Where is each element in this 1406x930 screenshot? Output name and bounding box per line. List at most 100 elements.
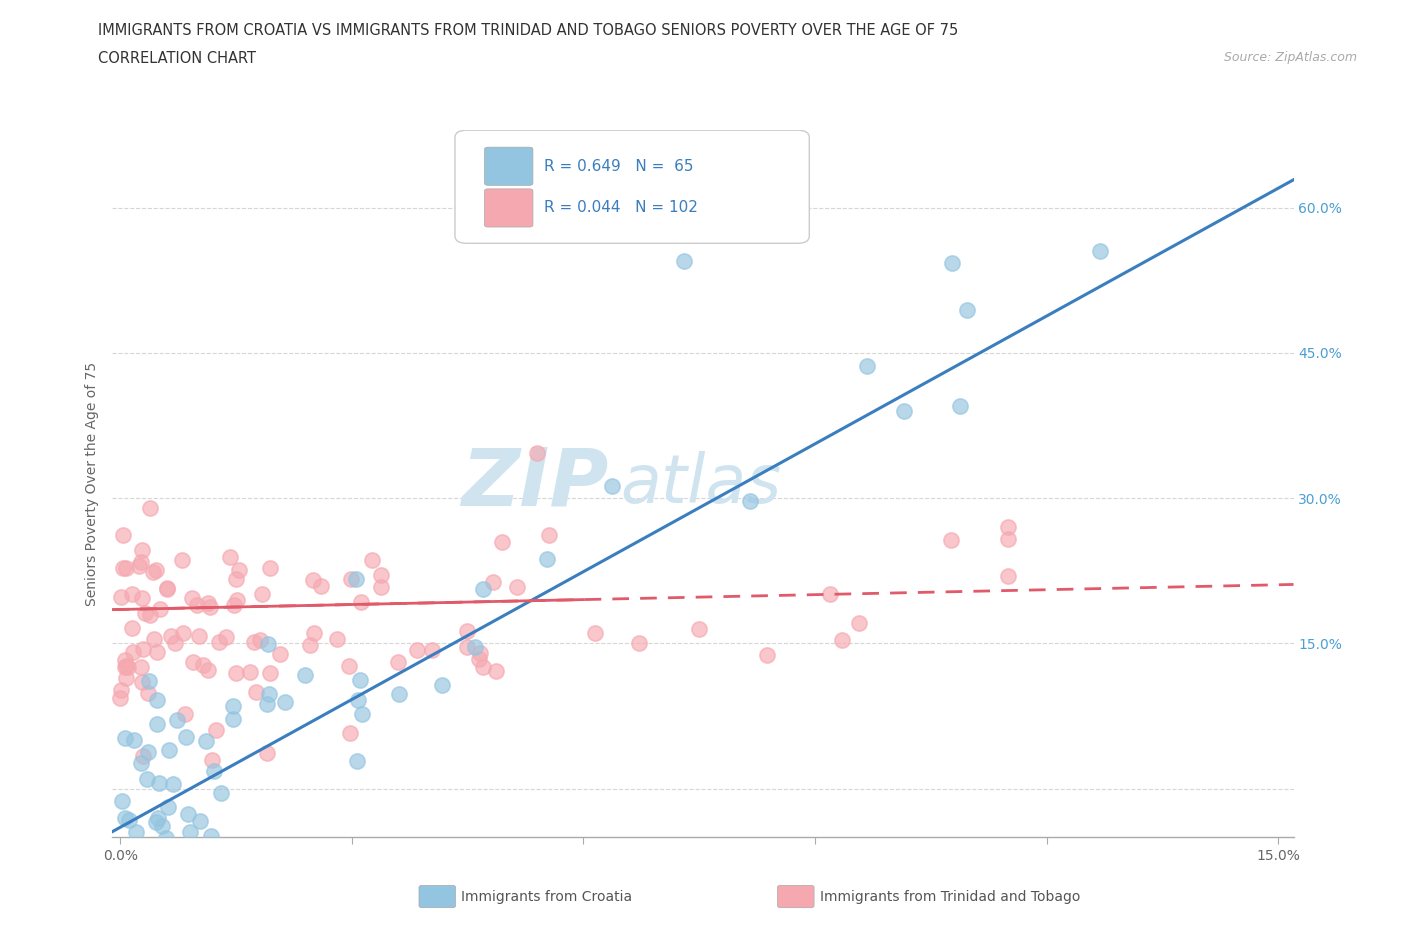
Point — [420, 643, 443, 658]
Point — [146, 693, 169, 708]
Point — [162, 777, 184, 791]
Point — [121, 621, 143, 636]
Point — [672, 254, 695, 269]
Point — [225, 572, 247, 587]
Point — [197, 663, 219, 678]
Point — [129, 659, 152, 674]
Point — [482, 575, 505, 590]
Point — [222, 699, 245, 714]
Point — [145, 562, 167, 577]
Point — [131, 542, 153, 557]
Point — [406, 642, 429, 657]
Point — [148, 776, 170, 790]
Point — [165, 636, 187, 651]
Point — [350, 706, 373, 721]
Point — [142, 565, 165, 580]
Point — [111, 528, 134, 543]
Point — [831, 632, 853, 647]
Point — [146, 716, 169, 731]
Point — [136, 685, 159, 700]
Point — [187, 852, 209, 867]
Point — [188, 629, 211, 644]
Point — [146, 644, 169, 659]
Point — [941, 255, 963, 270]
Point — [152, 858, 174, 873]
Point — [536, 551, 558, 566]
Point — [219, 550, 242, 565]
Text: R = 0.044   N = 102: R = 0.044 N = 102 — [544, 201, 697, 216]
Point — [388, 686, 411, 701]
Point — [939, 533, 962, 548]
Point — [136, 744, 159, 759]
Point — [848, 616, 870, 631]
Point — [468, 651, 491, 666]
Point — [180, 591, 202, 605]
Point — [370, 579, 392, 594]
Point — [1088, 244, 1111, 259]
Point — [156, 800, 179, 815]
Text: atlas: atlas — [620, 451, 782, 516]
Point — [202, 764, 225, 778]
Point — [156, 581, 179, 596]
Point — [243, 634, 266, 649]
Point — [149, 602, 172, 617]
Point — [205, 723, 228, 737]
Point — [209, 786, 232, 801]
Point — [186, 597, 208, 612]
Text: IMMIGRANTS FROM CROATIA VS IMMIGRANTS FROM TRINIDAD AND TOBAGO SENIORS POVERTY O: IMMIGRANTS FROM CROATIA VS IMMIGRANTS FR… — [98, 23, 959, 38]
Point — [238, 664, 260, 679]
Point — [221, 711, 243, 726]
Point — [176, 729, 198, 744]
Point — [194, 733, 217, 748]
Point — [208, 635, 231, 650]
Point — [360, 552, 382, 567]
Point — [155, 830, 177, 845]
Point — [172, 626, 194, 641]
Point — [134, 605, 156, 620]
Point — [472, 581, 495, 596]
Point — [583, 626, 606, 641]
Point — [346, 693, 368, 708]
Text: CORRELATION CHART: CORRELATION CHART — [98, 51, 256, 66]
Point — [997, 531, 1019, 546]
Point — [259, 560, 281, 575]
Point — [114, 653, 136, 668]
Point — [326, 631, 349, 646]
Point — [132, 749, 155, 764]
Point — [226, 593, 249, 608]
Point — [111, 793, 134, 808]
Point — [201, 752, 224, 767]
Point — [224, 598, 246, 613]
Point — [188, 814, 211, 829]
Point — [125, 825, 148, 840]
Point — [129, 555, 152, 570]
Point — [129, 756, 152, 771]
Point — [138, 869, 160, 883]
Point — [143, 631, 166, 646]
Point — [215, 630, 238, 644]
Point — [152, 857, 174, 872]
Point — [197, 595, 219, 610]
Point — [117, 659, 139, 674]
Point — [131, 675, 153, 690]
Point — [302, 573, 325, 588]
Point — [997, 568, 1019, 583]
Point — [108, 690, 131, 705]
Point — [170, 552, 193, 567]
Point — [349, 672, 371, 687]
Point — [820, 587, 842, 602]
Point — [344, 572, 367, 587]
Point — [250, 587, 273, 602]
Point — [302, 626, 325, 641]
Point — [132, 642, 155, 657]
FancyBboxPatch shape — [485, 147, 533, 185]
Point — [136, 771, 159, 786]
Point — [537, 528, 560, 543]
Point — [485, 664, 508, 679]
Point — [198, 599, 221, 614]
Point — [299, 637, 322, 652]
Point — [200, 829, 222, 844]
Point — [472, 659, 495, 674]
Point — [115, 671, 138, 685]
Point — [346, 753, 368, 768]
